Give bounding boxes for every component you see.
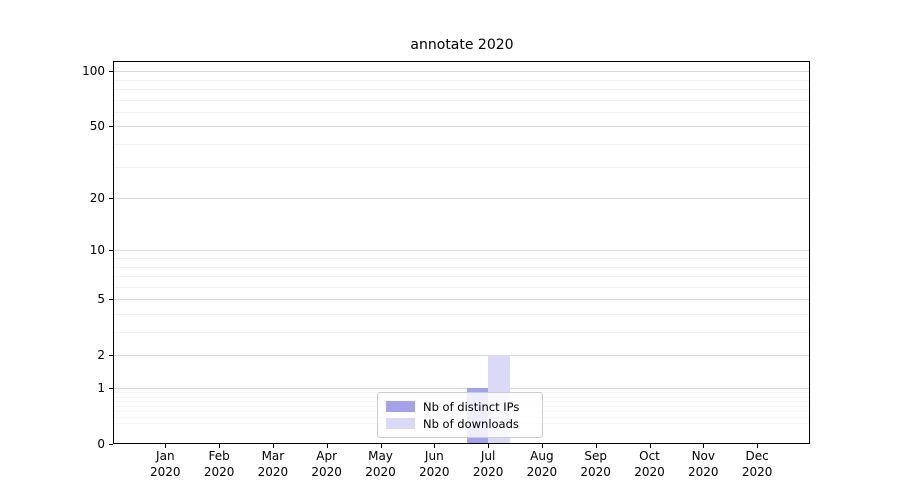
x-tick-label-nov: Nov 2020 (688, 449, 719, 479)
x-tick-mark-feb (219, 444, 221, 448)
y-tick-label-0: 0 (97, 437, 105, 451)
x-tick-mark-jan (165, 444, 167, 448)
x-tick-mark-nov (703, 444, 705, 448)
x-tick-label-apr: Apr 2020 (311, 449, 342, 479)
legend-label-downloads: Nb of downloads (423, 416, 519, 431)
x-tick-label-jun: Jun 2020 (419, 449, 450, 479)
y-tick-label-100: 100 (82, 64, 105, 79)
x-tick-mark-dec (757, 444, 759, 448)
legend-item-downloads: Nb of downloads (386, 417, 534, 431)
y-tick-label-50: 50 (89, 119, 105, 134)
y-tick-label-5: 5 (97, 292, 105, 307)
legend-swatch-downloads (386, 418, 415, 429)
x-tick-mark-apr (326, 444, 328, 448)
legend-label-distinct-ips: Nb of distinct IPs (423, 399, 520, 414)
x-tick-mark-jun (434, 444, 436, 448)
y-tick-mark-0 (109, 444, 113, 445)
x-tick-label-sep: Sep 2020 (580, 449, 611, 479)
x-tick-label-oct: Oct 2020 (634, 449, 665, 479)
y-tick-label-10: 10 (89, 243, 105, 258)
x-tick-label-jul: Jul 2020 (472, 449, 504, 479)
chart-title: annotate 2020 (410, 37, 514, 53)
x-tick-mark-aug (541, 444, 543, 448)
x-tick-mark-sep (595, 444, 597, 448)
x-tick-mark-jul (488, 444, 490, 448)
x-tick-label-mar: Mar 2020 (257, 449, 289, 479)
x-tick-label-dec: Dec 2020 (741, 449, 773, 479)
x-tick-label-may: May 2020 (365, 449, 396, 479)
y-tick-label-2: 2 (97, 348, 105, 363)
legend-item-distinct-ips: Nb of distinct IPs (386, 400, 534, 414)
legend: Nb of distinct IPs Nb of downloads (377, 392, 543, 438)
y-tick-label-1: 1 (97, 381, 105, 395)
x-tick-mark-mar (272, 444, 274, 448)
y-tick-label-20: 20 (89, 191, 105, 206)
x-tick-label-feb: Feb 2020 (203, 449, 235, 479)
legend-swatch-distinct-ips (386, 401, 415, 412)
x-tick-label-aug: Aug 2020 (526, 449, 558, 479)
x-tick-label-jan: Jan 2020 (150, 449, 181, 479)
plot-border (113, 61, 810, 444)
x-tick-mark-oct (649, 444, 651, 448)
x-tick-mark-may (380, 444, 382, 448)
